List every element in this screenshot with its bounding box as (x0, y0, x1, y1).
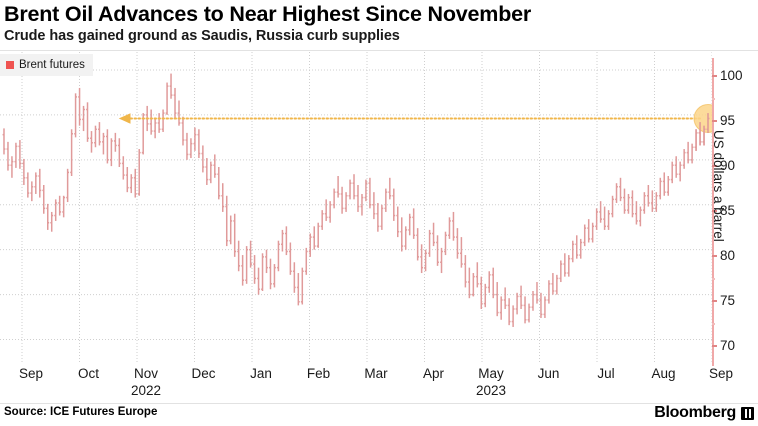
y-axis-tick-mark (712, 299, 717, 302)
x-axis-tick-label: Oct (77, 366, 100, 381)
y-axis-tick-label: 100 (720, 67, 743, 83)
legend-swatch-icon (6, 61, 14, 69)
x-axis-year-label: 2023 (475, 383, 507, 398)
y-axis-tick-label: 75 (720, 292, 736, 308)
y-axis-line (712, 58, 714, 366)
y-axis-minor-tick (712, 233, 715, 235)
y-axis-tick-label: 80 (720, 247, 736, 263)
plot-area (0, 52, 712, 362)
legend-label: Brent futures (19, 59, 85, 71)
x-axis-tick-label: Sep (18, 366, 44, 381)
y-axis-minor-tick (712, 188, 715, 190)
x-axis-tick-label: Jan (250, 366, 272, 381)
annotation-arrowhead-icon (118, 113, 131, 124)
y-axis-tick-mark (712, 209, 717, 212)
x-axis-tick-label: Nov (133, 366, 159, 381)
x-axis-tick-label: Dec (191, 366, 216, 381)
bloomberg-logo-icon (741, 406, 754, 420)
x-axis-tick-label: Jul (597, 366, 615, 381)
y-axis-tick-mark (712, 119, 717, 122)
x-axis-tick-label: Feb (306, 366, 331, 381)
chart-legend: Brent futures (0, 54, 93, 76)
y-axis-title: US dollars a barrel (711, 130, 726, 242)
x-axis-year-label: 2022 (130, 383, 162, 398)
source-note: Source: ICE Futures Europe (4, 406, 158, 418)
y-axis-tick-label: 90 (720, 157, 736, 173)
x-axis-tick-label: Mar (364, 366, 388, 381)
y-axis: 70 75 80 85 90 95 100 (706, 52, 758, 372)
y-axis-minor-tick (712, 143, 715, 145)
brand-name: Bloomberg (654, 404, 736, 421)
y-axis-tick-label: 85 (720, 202, 736, 218)
y-axis-tick-mark (712, 74, 717, 77)
x-axis-tick-label: May (478, 366, 504, 381)
y-axis-minor-tick (712, 98, 715, 100)
y-axis-minor-tick (712, 323, 715, 325)
y-axis-tick-mark (712, 344, 717, 347)
y-axis-tick-mark (712, 254, 717, 257)
x-axis-tick-label: Sep (708, 366, 734, 381)
page-title: Brent Oil Advances to Near Highest Since… (4, 2, 532, 26)
header-divider (0, 50, 758, 51)
y-axis-tick-label: 95 (720, 112, 736, 128)
ohlc-chart-canvas (0, 52, 712, 362)
page-subtitle: Crude has gained ground as Saudis, Russi… (4, 28, 400, 44)
x-axis-tick-label: Apr (422, 366, 445, 381)
x-axis-tick-label: Aug (651, 366, 676, 381)
footer-divider (0, 403, 758, 404)
y-axis-minor-tick (712, 278, 715, 280)
bloomberg-branding: Bloomberg (654, 404, 754, 422)
y-axis-tick-mark (712, 164, 717, 167)
x-axis: Sep Oct Nov 2022 Dec Jan Feb Mar Apr May 2023 Jun Ju… (0, 362, 733, 406)
x-axis-tick-label: Jun (537, 366, 560, 381)
y-axis-tick-label: 70 (720, 337, 736, 353)
